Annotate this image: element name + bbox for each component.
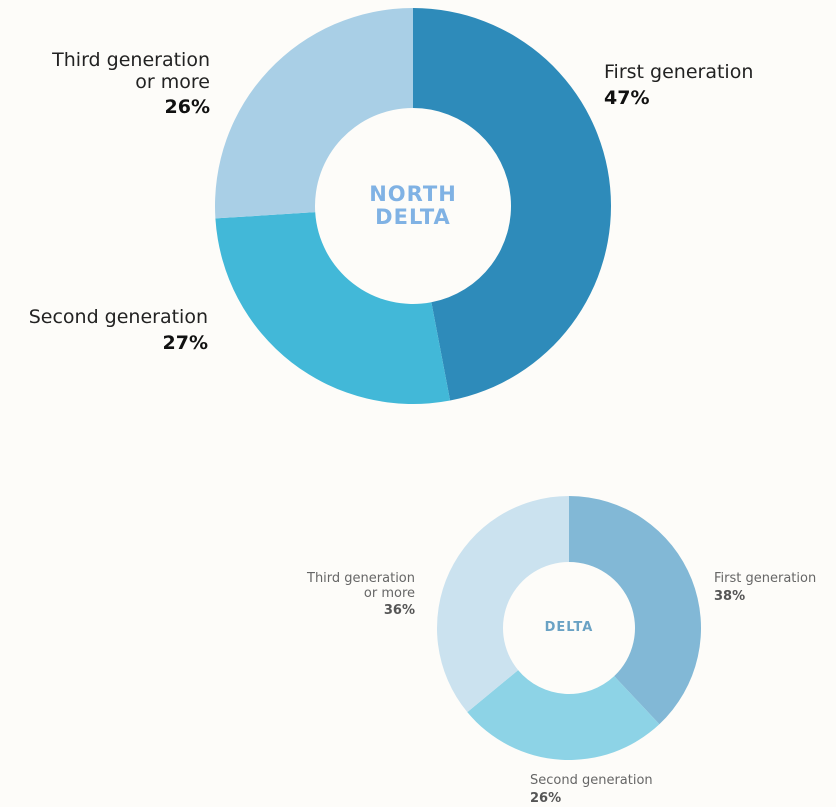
center-label: DELTA	[544, 620, 594, 635]
value-label: 26%	[530, 790, 562, 806]
value-label: 26%	[164, 96, 210, 119]
slice-label: Third generation or more 26%	[30, 49, 210, 119]
category-name: Third generation or more	[307, 571, 415, 601]
category-name: Second generation	[530, 773, 653, 788]
slice-label: First generation 47%	[604, 61, 754, 109]
slice	[437, 496, 569, 713]
value-label: 47%	[604, 86, 650, 109]
value-label: 36%	[383, 603, 415, 619]
category-name: Second generation	[28, 306, 208, 328]
slice	[215, 8, 413, 219]
slice	[467, 670, 660, 761]
slice-label: Second generation 27%	[28, 306, 208, 354]
value-label: 38%	[714, 588, 746, 604]
slice	[413, 8, 611, 401]
value-label: 27%	[162, 331, 208, 354]
slice	[215, 212, 451, 405]
center-label: NORTH DELTA	[369, 182, 457, 230]
slice-label: First generation 38%	[714, 571, 817, 604]
slice-label: Second generation 26%	[530, 773, 653, 806]
category-name: First generation	[604, 61, 754, 83]
slice	[569, 496, 701, 725]
category-name: Third generation or more	[52, 49, 210, 93]
slice-label: Third generation or more 36%	[295, 571, 415, 619]
category-name: First generation	[714, 571, 817, 586]
